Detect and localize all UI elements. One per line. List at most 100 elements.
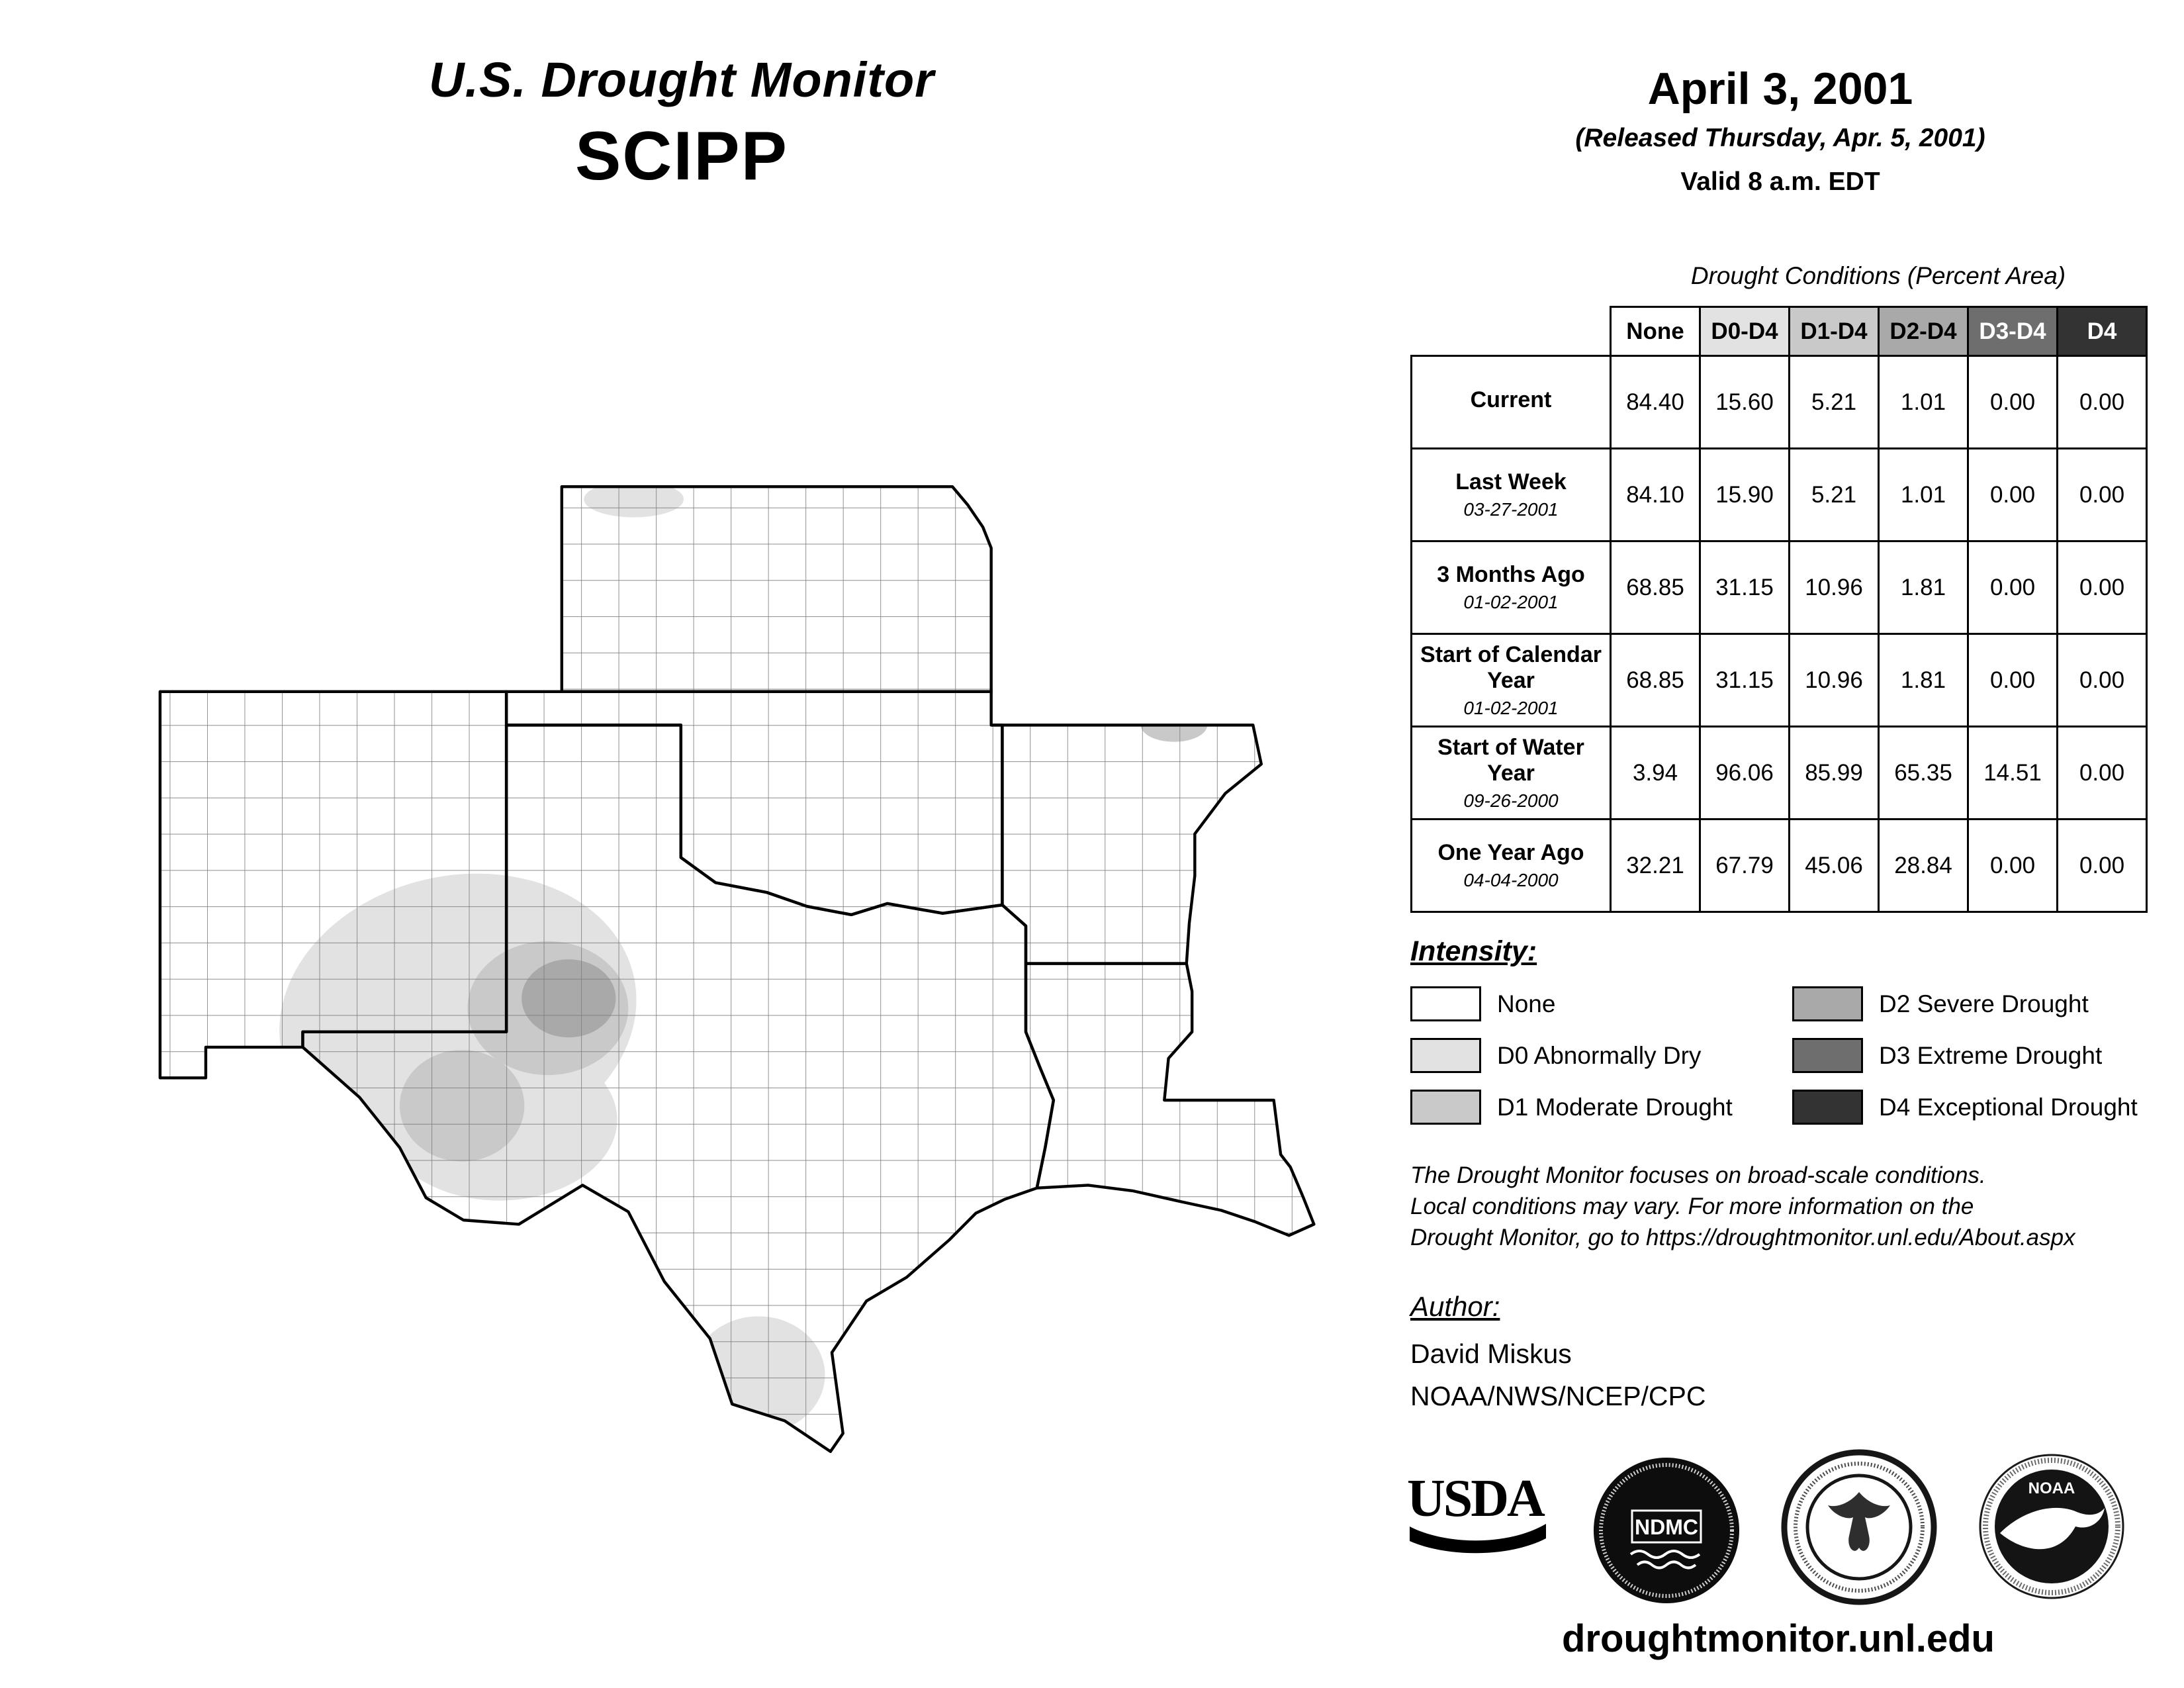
cell-value: 85.99 [1788,726,1880,820]
cell-value: 28.84 [1878,818,1969,913]
noaa-logo: NOAA [1979,1454,2124,1599]
row-label: Start of Calendar Year 01-02-2001 [1410,633,1612,727]
cell-value: 31.15 [1699,540,1790,635]
cell-value: 67.79 [1699,818,1790,913]
noaa-logo-text: NOAA [2028,1479,2075,1497]
cell-value: 15.60 [1699,355,1790,449]
cell-value: 65.35 [1878,726,1969,820]
report-header: U.S. Drought Monitor SCIPP [165,52,1198,196]
footer-url[interactable]: droughtmonitor.unl.edu [1561,1617,1995,1660]
cell-value: 68.85 [1610,540,1701,635]
row-label: 3 Months Ago 01-02-2001 [1410,540,1612,635]
cell-value: 10.96 [1788,540,1880,635]
legend-item-d0: D0 Abnormally Dry [1410,1038,1701,1073]
col-header-d4: D4 [2056,306,2148,357]
row-label: Last Week 03-27-2001 [1410,447,1612,542]
table-row: Start of Calendar Year 01-02-2001 68.85 … [1410,633,2148,727]
disclaimer-text: The Drought Monitor focuses on broad-sca… [1410,1162,2075,1250]
legend-item-none: None [1410,986,1555,1021]
cell-value: 32.21 [1610,818,1701,913]
commerce-seal-logo [1781,1449,1937,1605]
cell-value: 68.85 [1610,633,1701,727]
usda-swoosh [1410,1524,1546,1554]
commerce-eagle-icon [1828,1492,1890,1551]
table-row: Start of Water Year 09-26-2000 3.94 96.0… [1410,726,2148,820]
cell-value: 1.01 [1878,447,1969,542]
date-block: April 3, 2001 (Released Thursday, Apr. 5… [1423,63,2138,197]
col-header-d0d4: D0-D4 [1699,306,1790,357]
legend-swatch-d0 [1410,1038,1481,1073]
state-borders-layer [158,485,1316,1453]
usda-logo: USDA [1407,1472,1549,1563]
cell-value: 10.96 [1788,633,1880,727]
legend-item-d2: D2 Severe Drought [1792,986,2089,1021]
legend-swatch-d3 [1792,1038,1863,1073]
ndmc-logo: NDMC [1594,1458,1739,1603]
cell-value: 14.51 [1967,726,2058,820]
intensity-heading: Intensity: [1410,935,1537,967]
legend-item-d4: D4 Exceptional Drought [1792,1090,2138,1125]
table-row: 3 Months Ago 01-02-2001 68.85 31.15 10.9… [1410,540,2148,635]
cell-value: 1.81 [1878,540,1969,635]
cell-value: 3.94 [1610,726,1701,820]
page-title: U.S. Drought Monitor [429,52,934,107]
col-header-d3d4: D3-D4 [1967,306,2058,357]
row-date: 04-04-2000 [1463,870,1559,890]
row-date: 01-02-2001 [1463,697,1559,718]
ndmc-disc [1594,1458,1739,1603]
ndmc-box [1631,1509,1702,1544]
state-texas [301,724,1056,1453]
table-header-row: None D0-D4 D1-D4 D2-D4 D3-D4 D4 [1412,306,2148,357]
legend-swatch-d1 [1410,1090,1481,1125]
cell-value: 5.21 [1788,447,1880,542]
cell-value: 1.01 [1878,355,1969,449]
cell-value: 0.00 [1967,540,2058,635]
commerce-ring-text [1794,1462,1925,1593]
table-header-spacer [1412,307,1611,356]
drought-map [158,485,1316,1453]
cell-value: 0.00 [2056,447,2148,542]
drought-conditions-table: None D0-D4 D1-D4 D2-D4 D3-D4 D4 Current … [1410,306,2148,913]
table-row: One Year Ago 04-04-2000 32.21 67.79 45.0… [1410,818,2148,913]
ndmc-ring-text [1599,1463,1734,1598]
noaa-ring-text [1983,1458,2120,1595]
col-header-none: None [1610,306,1701,357]
author-heading: Author: [1410,1291,1500,1322]
cell-value: 0.00 [1967,355,2058,449]
cell-value: 0.00 [1967,447,2058,542]
map-date: April 3, 2001 [1647,64,1913,114]
legend-swatch-d2 [1792,986,1863,1021]
legend-item-d1: D1 Moderate Drought [1410,1090,1733,1125]
cell-value: 5.21 [1788,355,1880,449]
cell-value: 84.10 [1610,447,1701,542]
table-row: Current 84.40 15.60 5.21 1.01 0.00 0.00 [1410,355,2148,449]
cell-value: 0.00 [2056,355,2148,449]
ndmc-logo-text: NDMC [1635,1515,1698,1539]
cell-value: 0.00 [1967,818,2058,913]
released-date: (Released Thursday, Apr. 5, 2001) [1575,124,1985,152]
legend-swatch-d4 [1792,1090,1863,1125]
ndmc-wave-icon [1636,1560,1697,1570]
row-date: 03-27-2001 [1463,499,1559,520]
state-arkansas [989,724,1263,965]
state-louisiana [1024,962,1316,1237]
table-title: Drought Conditions (Percent Area) [1690,262,2066,289]
row-date: 09-26-2000 [1463,790,1559,811]
cell-value: 31.15 [1699,633,1790,727]
cell-value: 0.00 [2056,540,2148,635]
cell-value: 45.06 [1788,818,1880,913]
row-label: Current [1410,355,1612,449]
cell-value: 96.06 [1699,726,1790,820]
legend-item-d3: D3 Extreme Drought [1792,1038,2102,1073]
table-row: Last Week 03-27-2001 84.10 15.90 5.21 1.… [1410,447,2148,542]
author-org: NOAA/NWS/NCEP/CPC [1410,1381,1706,1411]
cell-value: 0.00 [2056,633,2148,727]
col-header-d2d4: D2-D4 [1878,306,1969,357]
ndmc-wave-icon [1629,1550,1701,1559]
valid-time: Valid 8 a.m. EDT [1680,167,1880,196]
col-header-d1d4: D1-D4 [1788,306,1880,357]
cell-value: 15.90 [1699,447,1790,542]
region-title: SCIPP [574,118,789,195]
cell-value: 0.00 [1967,633,2058,727]
